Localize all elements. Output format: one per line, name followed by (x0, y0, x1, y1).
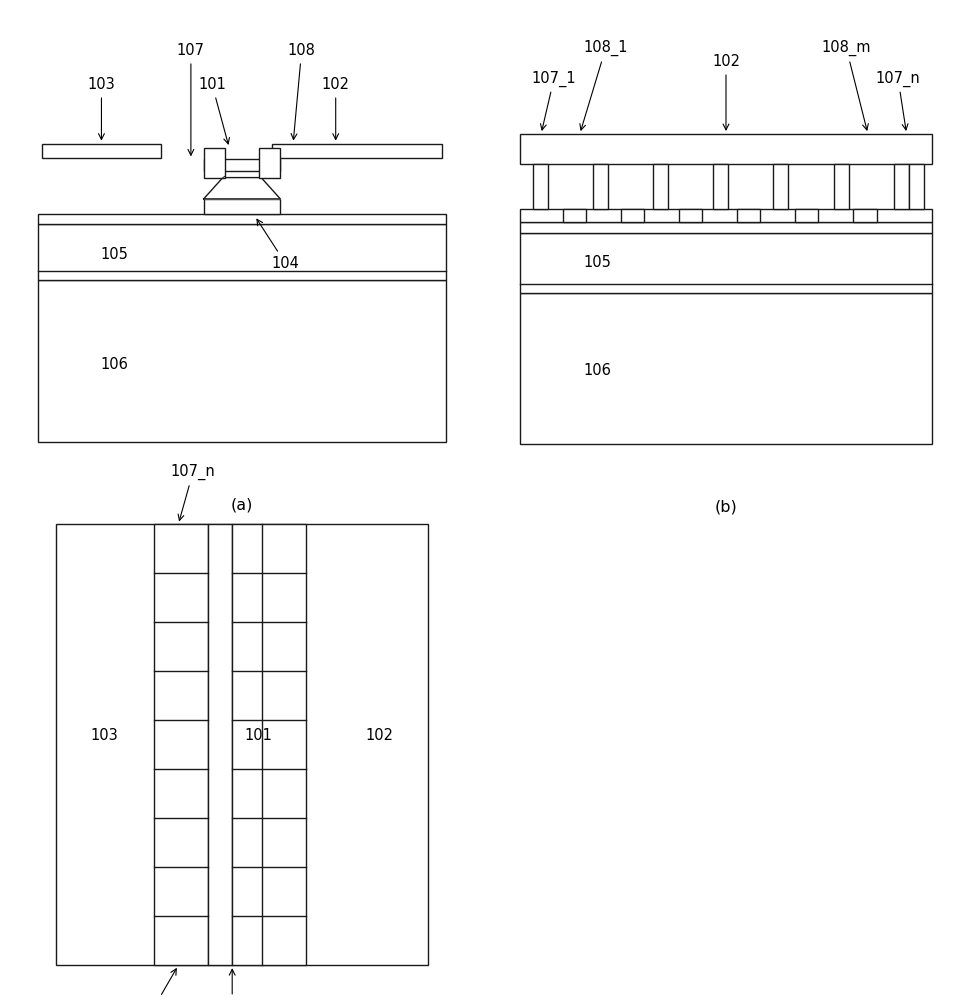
Polygon shape (737, 209, 761, 222)
Polygon shape (232, 524, 306, 965)
Polygon shape (520, 134, 932, 164)
Text: 103: 103 (87, 77, 115, 139)
Polygon shape (259, 148, 281, 178)
Polygon shape (893, 164, 909, 209)
Polygon shape (532, 164, 548, 209)
Polygon shape (203, 199, 281, 214)
Text: 102: 102 (365, 728, 393, 742)
Text: 107_n: 107_n (170, 464, 215, 520)
Polygon shape (833, 164, 849, 209)
Polygon shape (520, 222, 932, 233)
Text: 107_1: 107_1 (531, 70, 576, 130)
Text: 101: 101 (245, 728, 272, 742)
Polygon shape (562, 209, 587, 222)
Polygon shape (38, 280, 446, 442)
Text: 107_n: 107_n (876, 70, 921, 130)
Polygon shape (56, 524, 428, 965)
Text: 105: 105 (583, 255, 611, 270)
Text: 107: 107 (177, 43, 205, 155)
Polygon shape (203, 159, 281, 171)
Polygon shape (520, 293, 932, 444)
Polygon shape (272, 144, 442, 158)
Polygon shape (592, 164, 608, 209)
Polygon shape (520, 233, 932, 293)
Text: 102: 102 (321, 77, 349, 139)
Text: (a): (a) (230, 497, 254, 512)
Polygon shape (853, 209, 876, 222)
Polygon shape (42, 144, 161, 158)
Polygon shape (38, 224, 446, 280)
Text: 101: 101 (198, 77, 229, 144)
Text: (b): (b) (714, 499, 738, 514)
Text: 106: 106 (583, 363, 611, 378)
Polygon shape (713, 164, 728, 209)
Text: 106: 106 (101, 357, 128, 372)
Polygon shape (620, 209, 645, 222)
Text: 108_1: 108_1 (580, 40, 628, 130)
Polygon shape (679, 209, 703, 222)
Polygon shape (38, 214, 446, 224)
Polygon shape (652, 164, 668, 209)
Text: 108_m: 108_m (822, 40, 871, 130)
Text: 102: 102 (712, 54, 740, 130)
Text: 107_1: 107_1 (132, 969, 176, 1000)
Polygon shape (909, 164, 923, 209)
Polygon shape (795, 209, 819, 222)
Polygon shape (773, 164, 788, 209)
Text: 108: 108 (287, 43, 316, 140)
Text: 103: 103 (91, 728, 119, 742)
Polygon shape (203, 178, 281, 199)
Polygon shape (154, 524, 208, 965)
Polygon shape (208, 524, 232, 965)
Text: 104: 104 (218, 969, 246, 1000)
Text: 105: 105 (101, 247, 128, 262)
Polygon shape (520, 209, 932, 222)
Text: 104: 104 (257, 219, 300, 271)
Polygon shape (203, 148, 225, 178)
